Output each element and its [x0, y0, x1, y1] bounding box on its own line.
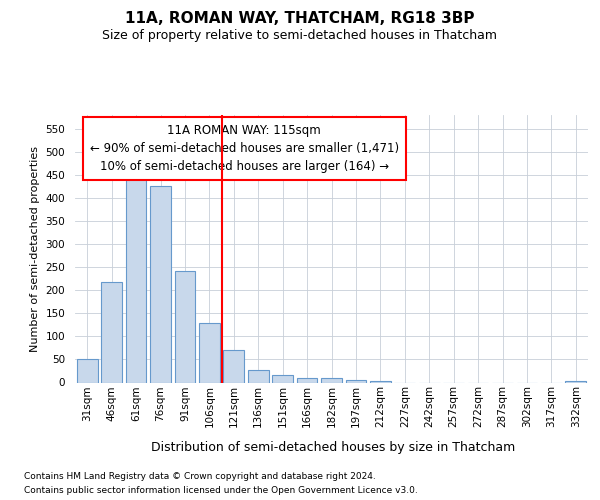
Bar [150, 186, 171, 382]
Bar [77, 358, 98, 382]
Bar [370, 380, 391, 382]
Text: Contains HM Land Registry data © Crown copyright and database right 2024.: Contains HM Land Registry data © Crown c… [24, 472, 376, 481]
Bar [125, 172, 146, 382]
Bar [175, 272, 196, 382]
Y-axis label: Number of semi-detached properties: Number of semi-detached properties [30, 146, 40, 352]
Bar [272, 375, 293, 382]
Text: 11A ROMAN WAY: 115sqm
← 90% of semi-detached houses are smaller (1,471)
10% of s: 11A ROMAN WAY: 115sqm ← 90% of semi-deta… [90, 124, 399, 174]
Bar [321, 378, 342, 382]
Bar [565, 380, 586, 382]
Bar [296, 378, 317, 382]
Bar [101, 282, 122, 382]
Bar [199, 324, 220, 382]
Text: Distribution of semi-detached houses by size in Thatcham: Distribution of semi-detached houses by … [151, 441, 515, 454]
Bar [223, 350, 244, 382]
Text: Contains public sector information licensed under the Open Government Licence v3: Contains public sector information licen… [24, 486, 418, 495]
Text: Size of property relative to semi-detached houses in Thatcham: Size of property relative to semi-detach… [103, 29, 497, 42]
Bar [248, 370, 269, 382]
Text: 11A, ROMAN WAY, THATCHAM, RG18 3BP: 11A, ROMAN WAY, THATCHAM, RG18 3BP [125, 11, 475, 26]
Bar [346, 380, 367, 382]
